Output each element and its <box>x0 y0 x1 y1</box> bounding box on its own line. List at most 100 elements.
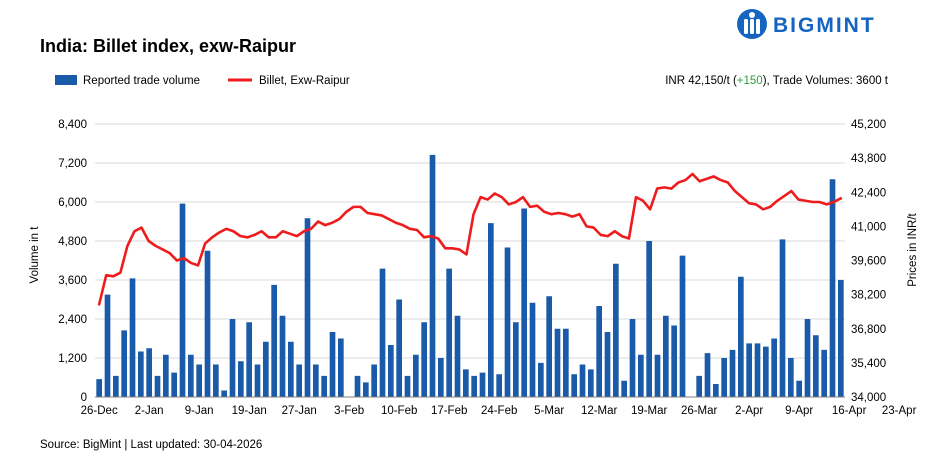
volume-bar <box>113 375 119 398</box>
volume-bar <box>538 362 544 398</box>
legend-bar-label: Reported trade volume <box>83 75 200 87</box>
volume-bar <box>804 319 811 397</box>
line-series <box>97 172 843 306</box>
volume-bar <box>221 390 227 397</box>
volume-bar <box>329 332 336 397</box>
volume-bar <box>254 364 261 397</box>
y-right-tick-label: 38,200 <box>851 290 886 302</box>
x-tick-label: 24-Feb <box>481 405 517 417</box>
y-left-tick-label: 7,200 <box>58 158 87 170</box>
volume-bar <box>504 247 511 397</box>
volume-bar <box>721 358 727 397</box>
x-tick-label: 16-Apr <box>832 405 867 417</box>
volume-bar <box>279 315 286 397</box>
volume-bar <box>429 154 436 398</box>
volume-bar <box>838 280 844 397</box>
volume-bar <box>454 315 461 397</box>
y-left-axis-title: Volume in t <box>29 226 41 284</box>
volume-bar <box>96 379 102 398</box>
volume-bar <box>288 341 294 397</box>
y-left-tick-label: 3,600 <box>58 275 87 287</box>
volume-bar <box>196 364 202 397</box>
x-tick-label: 9-Apr <box>785 405 813 417</box>
bigmint-logo-icon <box>737 9 767 39</box>
volume-bar <box>671 325 677 397</box>
price-change: +150 <box>737 75 763 87</box>
volume-bar <box>121 330 127 398</box>
price-summary-suffix: ), Trade Volumes: 3600 t <box>763 75 889 87</box>
volume-bar <box>813 335 819 397</box>
volume-bar <box>246 322 252 397</box>
volume-bar <box>829 179 836 397</box>
volume-bar <box>554 328 561 397</box>
y-left-tick-label: 6,000 <box>58 197 87 209</box>
price-summary-prefix: INR 42,150/t ( <box>665 75 737 87</box>
volume-bar <box>371 364 377 397</box>
volume-bar <box>463 369 469 398</box>
volume-bar <box>379 268 386 398</box>
volume-bar <box>413 354 419 397</box>
volume-bar <box>471 375 477 398</box>
volume-bar <box>354 375 361 398</box>
volume-bar <box>229 319 236 397</box>
y-right-axis-title: Prices in INR/t <box>907 212 919 286</box>
volume-bar <box>729 349 736 398</box>
volume-bar <box>238 361 244 397</box>
brand-name: BIGMINT <box>773 14 876 37</box>
axes: 0 1,200 2,400 3,600 4,800 6,000 7,200 8,400 34,0… <box>58 119 932 417</box>
x-tick-label: 26-Mar <box>681 405 718 417</box>
volume-bar <box>154 375 161 398</box>
x-tick-label: 26-Dec <box>81 405 118 417</box>
volume-bar <box>646 241 652 397</box>
y-left-tick-label: 1,200 <box>58 353 87 365</box>
volume-bar <box>104 294 111 398</box>
y-right-tick-label: 34,000 <box>851 392 886 404</box>
legend-line-label: Billet, Exw-Raipur <box>259 75 350 87</box>
x-tick-label: 2-Jan <box>135 405 164 417</box>
price-line <box>97 172 843 306</box>
volume-bar <box>696 375 702 398</box>
y-right-tick-label: 42,400 <box>851 187 886 199</box>
y-left-tick-label: 4,800 <box>58 236 87 248</box>
volume-bar <box>679 255 686 398</box>
brand-logo: BIGMINT <box>737 9 876 39</box>
volume-bar <box>654 354 661 397</box>
x-tick-label: 3-Feb <box>334 405 364 417</box>
volume-bar <box>496 374 502 397</box>
volume-bar <box>304 218 311 397</box>
volume-bar <box>129 278 136 398</box>
volume-bar <box>204 250 211 397</box>
volume-bar <box>213 364 219 397</box>
volume-bar <box>479 372 486 398</box>
x-tick-label: 9-Jan <box>185 405 214 417</box>
volume-bar <box>763 346 769 398</box>
x-tick-label: 19-Jan <box>232 405 267 417</box>
volume-bar <box>138 351 144 397</box>
volume-bar <box>488 223 494 398</box>
x-tick-label: 2-Apr <box>735 405 763 417</box>
volume-bar <box>746 343 752 398</box>
x-tick-label: 5-Mar <box>534 405 564 417</box>
volume-bar <box>796 380 802 397</box>
volume-bar <box>546 296 552 397</box>
source-note: Source: BigMint | Last updated: 30-04-20… <box>40 439 262 451</box>
y-right-tick-label: 41,000 <box>851 221 886 233</box>
volume-bar <box>446 268 452 398</box>
volume-bar <box>663 315 669 397</box>
volume-bar <box>146 348 152 397</box>
x-tick-label: 19-Mar <box>631 405 668 417</box>
volume-bar <box>563 328 569 397</box>
volume-bar <box>396 299 402 397</box>
volume-bar <box>179 203 186 398</box>
x-tick-label: 12-Mar <box>581 405 618 417</box>
volume-bar <box>363 382 369 398</box>
volume-bar <box>621 380 627 397</box>
volume-bar <box>604 332 611 397</box>
volume-bar <box>296 364 302 397</box>
volume-bar <box>313 364 319 397</box>
chart-title: India: Billet index, exw-Raipur <box>40 36 296 56</box>
volume-bar <box>704 353 711 398</box>
volume-bar <box>771 338 777 397</box>
volume-bar <box>788 358 794 397</box>
volume-bar <box>779 239 786 397</box>
